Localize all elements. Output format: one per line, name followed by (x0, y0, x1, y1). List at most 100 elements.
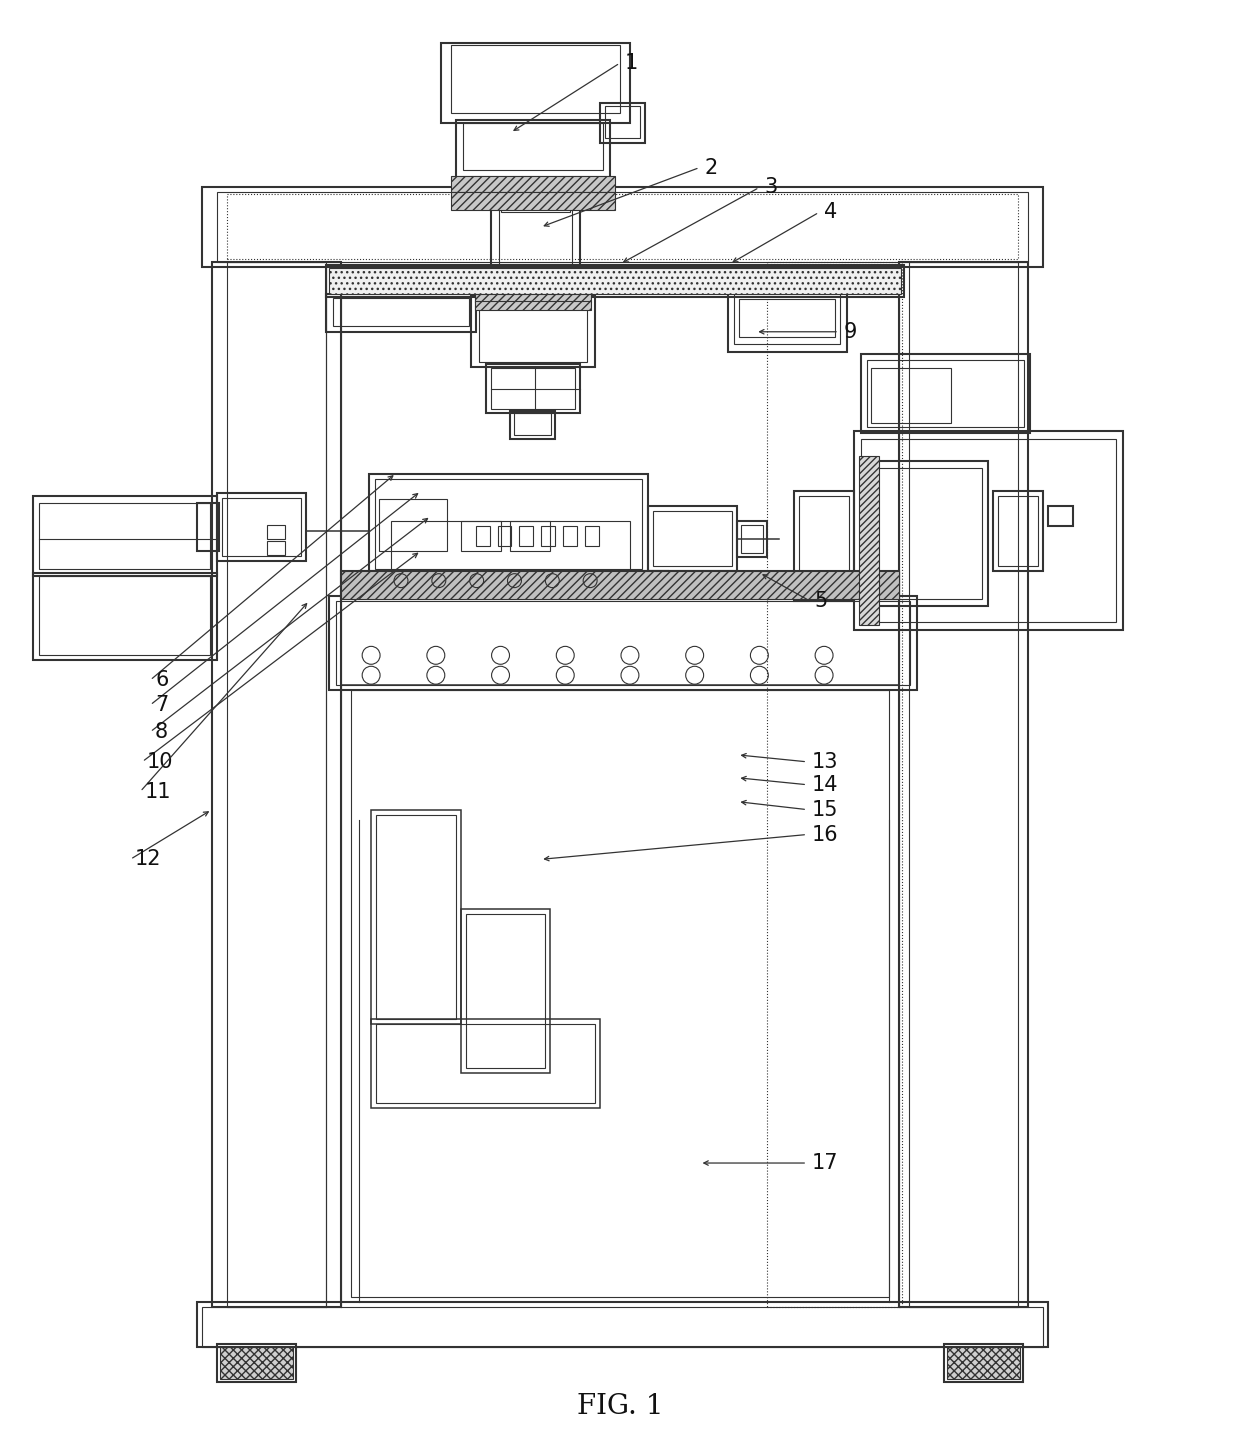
Bar (486, 364, 580, 413)
Bar (451, 177, 615, 193)
Bar (800, 496, 849, 594)
Bar (498, 209, 572, 264)
Bar (511, 412, 556, 439)
Bar (341, 571, 899, 599)
Bar (451, 45, 620, 113)
Bar (471, 294, 595, 367)
Bar (38, 503, 210, 568)
Bar (267, 525, 284, 539)
Bar (542, 526, 556, 545)
Bar (461, 521, 501, 551)
Bar (38, 576, 210, 655)
Bar (463, 123, 603, 171)
Bar (326, 265, 904, 297)
Bar (497, 526, 511, 545)
Bar (739, 299, 835, 336)
Bar (854, 431, 1122, 631)
Bar (330, 596, 916, 690)
Bar (376, 815, 456, 1019)
Bar (391, 521, 630, 580)
Bar (734, 294, 839, 344)
Bar (371, 809, 461, 1024)
Bar (652, 510, 733, 566)
Bar (330, 268, 900, 294)
Bar (869, 461, 988, 606)
Bar (909, 262, 1018, 1308)
Bar (475, 294, 591, 302)
Bar (859, 457, 879, 625)
Text: 12: 12 (135, 850, 161, 870)
Bar (326, 294, 476, 332)
Bar (461, 909, 551, 1073)
Bar (217, 193, 1028, 262)
Text: 13: 13 (812, 753, 838, 771)
Bar (946, 1347, 1021, 1379)
Bar (341, 686, 899, 1302)
Text: 3: 3 (764, 177, 777, 197)
Bar (371, 1019, 600, 1108)
Bar (867, 360, 1024, 428)
Bar (227, 262, 326, 1308)
Bar (217, 493, 306, 561)
Bar (376, 478, 642, 568)
Bar (899, 262, 1028, 1308)
Bar (993, 492, 1043, 571)
Bar (212, 262, 341, 1308)
Text: 7: 7 (155, 695, 169, 715)
Text: 10: 10 (148, 753, 174, 771)
Bar (336, 600, 910, 686)
Bar (365, 574, 663, 593)
Text: 2: 2 (704, 158, 718, 177)
Text: 14: 14 (812, 774, 838, 795)
Bar (202, 1308, 1043, 1347)
Bar (861, 354, 1030, 434)
Bar (479, 300, 588, 361)
Bar (219, 1347, 294, 1379)
Bar (202, 187, 1043, 267)
Bar (563, 526, 577, 545)
Bar (217, 1344, 296, 1382)
Bar (360, 571, 668, 596)
Bar (501, 206, 570, 212)
Bar (728, 287, 847, 352)
Bar (1048, 506, 1073, 526)
Bar (768, 262, 901, 1308)
Bar (998, 496, 1038, 566)
Text: FIG. 1: FIG. 1 (577, 1393, 663, 1421)
Bar (32, 573, 217, 660)
Bar (451, 193, 615, 210)
Bar (32, 496, 217, 576)
Bar (351, 690, 889, 1298)
Bar (370, 474, 647, 574)
Bar (515, 413, 552, 435)
Text: 8: 8 (155, 722, 169, 742)
Text: 9: 9 (844, 322, 857, 342)
Bar (379, 499, 446, 551)
Bar (875, 468, 982, 599)
Text: 15: 15 (812, 799, 838, 819)
Bar (491, 207, 580, 267)
Bar (520, 526, 533, 545)
Bar (794, 492, 854, 600)
Bar (341, 571, 899, 599)
Text: 5: 5 (815, 590, 827, 610)
Text: 4: 4 (825, 203, 837, 222)
Bar (870, 368, 951, 423)
Text: 6: 6 (155, 670, 169, 690)
Bar (491, 368, 575, 409)
Bar (600, 103, 645, 142)
Bar (197, 1302, 1048, 1347)
Bar (267, 541, 284, 555)
Bar (738, 521, 768, 557)
Bar (334, 297, 469, 326)
Bar (944, 1344, 1023, 1382)
Bar (585, 526, 599, 545)
Bar (456, 120, 610, 177)
Bar (647, 506, 738, 571)
Bar (376, 1024, 595, 1103)
Bar (861, 439, 1116, 622)
Bar (605, 106, 640, 138)
Bar (742, 525, 764, 552)
Text: 1: 1 (625, 54, 639, 72)
Text: 17: 17 (812, 1153, 838, 1173)
